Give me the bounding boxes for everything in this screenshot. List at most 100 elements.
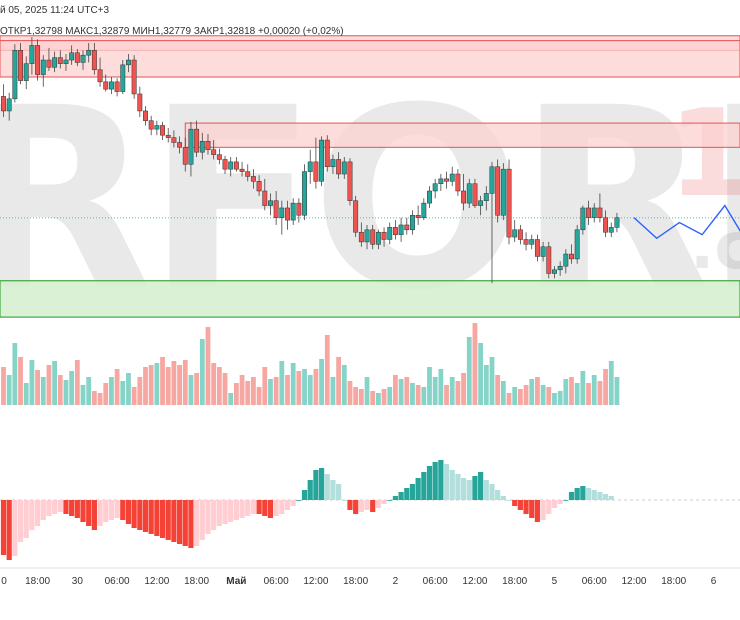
candle — [398, 217, 404, 242]
candle — [262, 178, 268, 211]
candle-body — [74, 52, 80, 63]
candle — [336, 152, 342, 179]
candle — [228, 157, 234, 177]
candle — [341, 157, 347, 179]
oscillator-bar — [171, 500, 177, 542]
oscillator-bar — [574, 488, 580, 500]
candle-body — [415, 214, 421, 218]
candle — [63, 53, 69, 71]
volume-bar — [131, 387, 137, 405]
candle-body — [506, 168, 512, 238]
oscillator-bar — [517, 500, 523, 510]
oscillator-bar — [216, 500, 222, 526]
candle — [614, 212, 620, 233]
x-axis-tick-label: 12:00 — [462, 576, 488, 587]
candle — [421, 198, 427, 221]
volume-bar — [410, 383, 415, 405]
volume-bar — [57, 375, 63, 405]
candle — [182, 137, 188, 172]
candle-body — [69, 52, 75, 61]
volume-bar — [290, 363, 296, 405]
x-axis-tick-label: 18:00 — [184, 576, 210, 587]
volume-bar — [1, 367, 6, 405]
candle — [591, 203, 597, 223]
oscillator-bar — [472, 476, 478, 500]
oscillator-bar — [313, 470, 319, 500]
x-axis-tick-label: 12:00 — [303, 576, 329, 587]
candle-body — [250, 176, 256, 182]
volume-bar — [580, 371, 586, 405]
candle — [552, 266, 557, 279]
candle-body — [324, 139, 330, 167]
oscillator-bar — [0, 500, 7, 555]
candle-body — [23, 63, 29, 81]
volume-bar — [251, 377, 256, 405]
candle — [233, 157, 239, 172]
x-axis-tick-label: 0 — [1, 576, 7, 587]
volume-bar — [296, 371, 302, 405]
volume-bar — [614, 377, 620, 405]
volume-bar — [563, 379, 569, 405]
volume-bar — [126, 373, 131, 405]
volume-bar — [302, 369, 307, 405]
volume-bar — [29, 360, 35, 405]
candle-body — [455, 173, 461, 192]
candle-body — [586, 207, 591, 218]
candle-body — [603, 217, 609, 233]
volume-bar — [160, 357, 165, 405]
candle-body — [313, 161, 319, 182]
candles-layer — [1, 36, 620, 284]
candle-body — [375, 231, 381, 245]
oscillator-bar — [131, 500, 137, 528]
volume-bar — [421, 387, 427, 405]
volume-bar — [211, 363, 217, 405]
volume-bar — [466, 337, 472, 405]
oscillator-bar — [63, 500, 69, 514]
candle-body — [114, 81, 120, 92]
volume-bar — [461, 373, 466, 405]
candle — [23, 56, 29, 90]
x-axis-tick-label: 6 — [710, 576, 717, 587]
oscillator-bar — [91, 500, 97, 530]
volume-bar — [148, 365, 154, 405]
oscillator-bar — [176, 500, 183, 544]
oscillator-bar — [523, 500, 529, 514]
volume-bar — [398, 379, 404, 405]
volume-bar — [165, 367, 171, 405]
volume-bar — [114, 369, 120, 405]
header-ohlc: ОТКР1,32798 МАКС1,32879 МИН1,32779 ЗАКР1… — [0, 26, 344, 37]
candle — [148, 115, 154, 136]
candle — [137, 86, 143, 118]
candle — [540, 241, 546, 262]
oscillator-bar — [279, 500, 285, 514]
candle — [131, 55, 137, 99]
x-axis-tick-label: 12:00 — [621, 576, 647, 587]
candle — [86, 43, 92, 63]
candle — [18, 43, 23, 85]
candle — [586, 200, 591, 225]
volume-bar — [40, 377, 46, 405]
candle — [188, 121, 194, 177]
volume-bar — [512, 387, 518, 405]
candle — [285, 200, 290, 230]
oscillator-bar — [228, 500, 234, 522]
oscillator-bar — [142, 500, 149, 532]
oscillator-bar — [489, 484, 495, 500]
oscillator-bar — [120, 500, 126, 520]
candle — [40, 55, 46, 87]
candle — [46, 47, 52, 71]
candle-body — [347, 161, 353, 201]
oscillator-bar — [284, 500, 291, 510]
volume-bar — [432, 377, 438, 405]
candle — [91, 43, 97, 75]
candle — [319, 136, 325, 187]
candle — [154, 120, 160, 136]
volume-bar — [279, 361, 285, 405]
candle-body — [216, 154, 222, 160]
volume-bar — [472, 323, 478, 405]
oscillator-bar — [250, 500, 257, 514]
resistance-zone — [184, 122, 740, 148]
candle-body — [63, 59, 69, 64]
candle — [574, 224, 580, 264]
